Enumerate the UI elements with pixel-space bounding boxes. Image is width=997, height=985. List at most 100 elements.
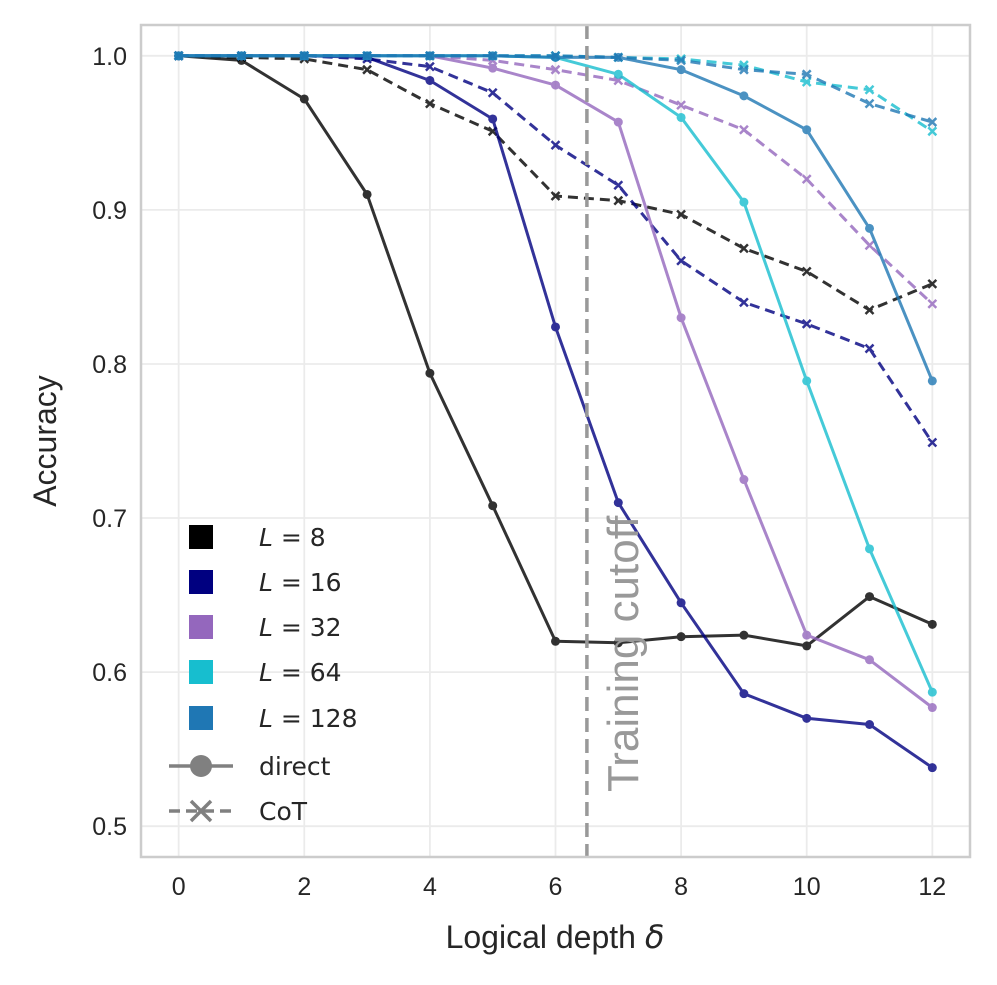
data-point-x <box>864 84 875 95</box>
data-point-x <box>613 195 624 206</box>
data-point-circle <box>488 114 498 124</box>
data-point-x <box>425 61 435 72</box>
data-point-x <box>173 50 184 61</box>
data-point-circle <box>676 65 686 75</box>
data-point-x <box>739 124 749 135</box>
data-point-x <box>676 100 686 111</box>
data-point-x <box>236 50 247 61</box>
legend-marker-x <box>189 799 213 823</box>
legend-swatch <box>189 615 213 639</box>
data-point-x <box>550 140 561 151</box>
legend-label-value: 128 <box>310 704 358 733</box>
data-point-circle <box>613 638 623 648</box>
x-tick-label: 10 <box>793 873 821 901</box>
data-point-x <box>299 50 310 61</box>
legend-entry-32: L = 32 <box>189 613 342 642</box>
legend-label: L = 128 <box>259 704 358 733</box>
legend-label-equals: = <box>273 568 310 597</box>
legend-label-equals: = <box>273 704 310 733</box>
grid <box>141 25 970 857</box>
data-point-x <box>613 52 624 63</box>
data-point-circle <box>488 501 498 511</box>
data-point-circle <box>425 75 435 85</box>
legend-label: L = 8 <box>259 523 326 552</box>
y-axis-ticks: 0.5 0.6 0.7 0.8 0.9 1.0 <box>92 43 127 841</box>
plot-frame <box>139 23 972 859</box>
y-tick-label: 1.0 <box>92 43 127 71</box>
y-tick-label: 0.7 <box>92 505 127 533</box>
x-tick-label: 6 <box>549 873 563 901</box>
data-point-x <box>801 77 812 87</box>
data-point-x <box>487 50 498 61</box>
data-point-x <box>864 98 875 109</box>
legend-label-prefix: L <box>259 523 273 552</box>
data-point-x <box>927 278 938 289</box>
legend-label-value: 16 <box>310 568 342 597</box>
data-point-circle <box>676 632 686 642</box>
legend-label-value: 64 <box>310 658 342 687</box>
data-point-x <box>864 343 875 354</box>
data-point-x <box>613 180 624 191</box>
training-cutoff: Training cutoff <box>585 25 648 857</box>
data-point-x <box>425 50 435 61</box>
data-point-x <box>550 64 561 75</box>
legend-marker-circle <box>190 755 212 777</box>
data-point-x <box>739 64 749 75</box>
data-point-circle <box>613 117 623 127</box>
data-point-x <box>550 191 561 201</box>
data-point-circle <box>676 313 686 323</box>
data-point-x <box>927 117 938 127</box>
data-point-x <box>927 437 938 448</box>
legend-swatch <box>189 525 213 549</box>
data-point-x <box>487 87 498 98</box>
legend-label: L = 16 <box>259 568 342 597</box>
data-point-circle <box>802 376 812 386</box>
legend-label-equals: = <box>273 613 310 642</box>
data-point-circle <box>613 69 623 79</box>
x-tick-label: 4 <box>423 873 437 901</box>
legend-label: L = 64 <box>259 658 342 687</box>
data-point-circle <box>299 94 309 104</box>
legend-label-equals: = <box>273 658 310 687</box>
y-tick-label: 0.8 <box>92 351 127 379</box>
series-layer <box>173 50 938 773</box>
legend-label: CoT <box>259 797 308 826</box>
data-point-x <box>801 174 812 184</box>
y-tick-label: 0.5 <box>92 813 127 841</box>
data-point-x <box>739 297 749 308</box>
data-point-circle <box>802 713 812 723</box>
data-point-circle <box>551 636 560 646</box>
data-point-circle <box>802 125 812 135</box>
data-point-x <box>676 55 686 66</box>
data-point-circle <box>802 641 812 651</box>
data-point-x <box>927 126 938 137</box>
data-point-circle <box>739 475 749 485</box>
x-tick-label: 2 <box>297 873 311 901</box>
data-point-circle <box>425 368 435 378</box>
data-point-x <box>739 243 749 254</box>
legend-entry-8: L = 8 <box>189 523 326 552</box>
legend-swatch <box>189 706 213 730</box>
legend-label-prefix: L <box>259 704 273 733</box>
data-point-circle <box>865 544 875 554</box>
data-point-x <box>676 255 686 266</box>
legend-entry-64: L = 64 <box>189 658 342 687</box>
data-point-circle <box>865 655 875 665</box>
legend-label-value: 8 <box>310 523 326 552</box>
legend-entry-16: L = 16 <box>189 568 342 597</box>
data-point-circle <box>676 598 686 608</box>
data-point-x <box>801 69 812 80</box>
data-point-circle <box>927 703 937 713</box>
y-axis-label: Accuracy <box>27 375 63 507</box>
data-point-circle <box>551 80 560 90</box>
data-point-circle <box>927 376 937 386</box>
data-point-circle <box>802 630 812 640</box>
data-point-circle <box>551 322 560 332</box>
legend-entry-128: L = 128 <box>189 704 358 733</box>
y-tick-label: 0.6 <box>92 659 127 687</box>
legend-entry-cot: CoT <box>169 797 308 826</box>
legend-label: L = 32 <box>259 613 342 642</box>
data-point-circle <box>488 63 498 73</box>
legend-swatch <box>189 660 213 684</box>
